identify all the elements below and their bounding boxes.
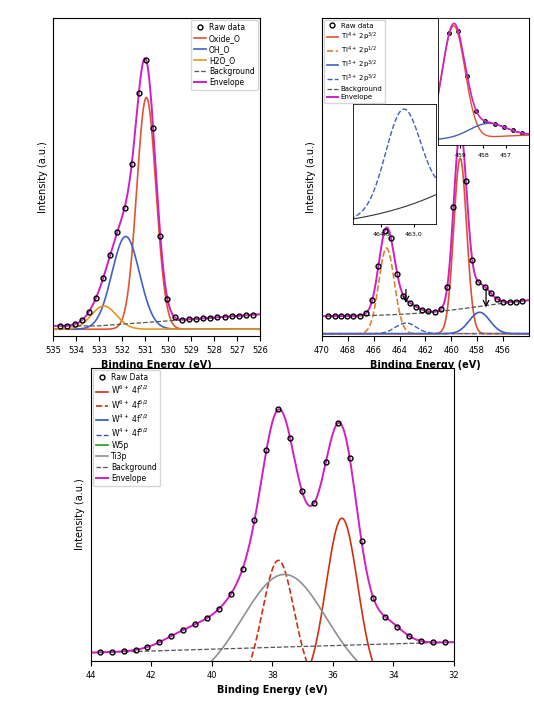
Legend: Raw Data, W$^{6+}$ 4f$^{7/2}$, W$^{6+}$ 4f$^{5/2}$, W$^{4+}$ 4f$^{7/2}$, W$^{4+}: Raw Data, W$^{6+}$ 4f$^{7/2}$, W$^{6+}$ … <box>93 370 160 486</box>
Y-axis label: Intensity (a.u.): Intensity (a.u.) <box>75 479 85 550</box>
Y-axis label: Intensity (a.u.): Intensity (a.u.) <box>307 141 317 213</box>
X-axis label: Binding Energy (eV): Binding Energy (eV) <box>101 360 212 370</box>
X-axis label: Binding Energy (eV): Binding Energy (eV) <box>217 685 328 695</box>
Y-axis label: Intensity (a.u.): Intensity (a.u.) <box>38 141 48 213</box>
X-axis label: Binding Energy (eV): Binding Energy (eV) <box>370 360 481 370</box>
Legend: Raw data, Oxide_O, OH_O, H2O_O, Background, Envelope: Raw data, Oxide_O, OH_O, H2O_O, Backgrou… <box>191 20 258 90</box>
Legend: Raw data, Ti$^{4+}$ 2p$^{3/2}$, Ti$^{4+}$ 2p$^{1/2}$, Ti$^{3+}$ 2p$^{3/2}$, Ti$^: Raw data, Ti$^{4+}$ 2p$^{3/2}$, Ti$^{4+}… <box>324 20 386 103</box>
